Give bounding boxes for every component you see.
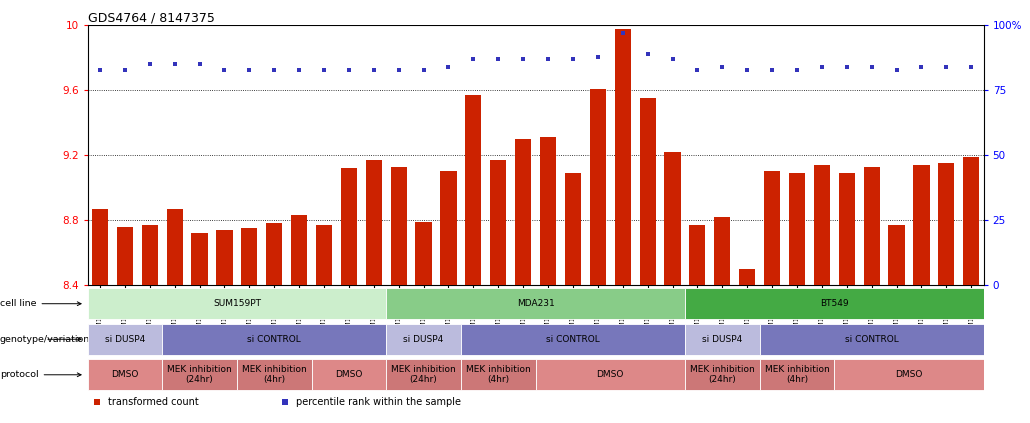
Bar bbox=[515, 139, 531, 285]
Text: genotype/variation: genotype/variation bbox=[0, 335, 91, 344]
Bar bbox=[640, 99, 656, 285]
Bar bbox=[466, 95, 481, 285]
Text: si DUSP4: si DUSP4 bbox=[404, 335, 444, 344]
Bar bbox=[590, 89, 606, 285]
Bar bbox=[291, 215, 307, 285]
Bar bbox=[142, 225, 158, 285]
Text: si DUSP4: si DUSP4 bbox=[105, 335, 145, 344]
Bar bbox=[311, 359, 386, 390]
Bar bbox=[834, 359, 984, 390]
Bar bbox=[192, 233, 208, 285]
Bar bbox=[167, 209, 182, 285]
Bar bbox=[789, 173, 805, 285]
Bar bbox=[863, 167, 880, 285]
Text: si DUSP4: si DUSP4 bbox=[702, 335, 743, 344]
Bar bbox=[540, 137, 556, 285]
Bar bbox=[685, 359, 759, 390]
Bar bbox=[685, 324, 759, 355]
Text: DMSO: DMSO bbox=[895, 370, 923, 379]
Bar bbox=[963, 157, 980, 285]
Text: MEK inhibition
(4hr): MEK inhibition (4hr) bbox=[242, 365, 307, 384]
Bar bbox=[88, 359, 163, 390]
Bar bbox=[714, 217, 730, 285]
Text: MEK inhibition
(24hr): MEK inhibition (24hr) bbox=[690, 365, 755, 384]
Bar bbox=[386, 288, 685, 319]
Bar bbox=[415, 222, 432, 285]
Bar bbox=[490, 160, 507, 285]
Text: BT549: BT549 bbox=[820, 299, 849, 308]
Bar bbox=[237, 359, 311, 390]
Bar bbox=[92, 209, 108, 285]
Bar bbox=[564, 173, 581, 285]
Bar bbox=[689, 225, 706, 285]
Bar bbox=[241, 228, 258, 285]
Bar bbox=[685, 288, 984, 319]
Text: MEK inhibition
(4hr): MEK inhibition (4hr) bbox=[466, 365, 530, 384]
Text: percentile rank within the sample: percentile rank within the sample bbox=[297, 397, 461, 407]
Text: GDS4764 / 8147375: GDS4764 / 8147375 bbox=[88, 11, 214, 24]
Text: si CONTROL: si CONTROL bbox=[247, 335, 301, 344]
Bar bbox=[814, 165, 830, 285]
Text: MEK inhibition
(4hr): MEK inhibition (4hr) bbox=[764, 365, 829, 384]
Bar bbox=[615, 29, 630, 285]
Bar bbox=[914, 165, 929, 285]
Bar bbox=[341, 168, 357, 285]
Text: DMSO: DMSO bbox=[596, 370, 624, 379]
Bar bbox=[366, 160, 382, 285]
Bar bbox=[889, 225, 904, 285]
Bar bbox=[88, 288, 386, 319]
Bar bbox=[460, 359, 536, 390]
Text: SUM159PT: SUM159PT bbox=[213, 299, 261, 308]
Bar bbox=[536, 359, 685, 390]
Bar bbox=[116, 227, 133, 285]
Text: transformed count: transformed count bbox=[108, 397, 199, 407]
Bar bbox=[163, 359, 237, 390]
Text: si CONTROL: si CONTROL bbox=[845, 335, 898, 344]
Text: cell line: cell line bbox=[0, 299, 81, 308]
Bar bbox=[216, 230, 233, 285]
Text: MEK inhibition
(24hr): MEK inhibition (24hr) bbox=[391, 365, 456, 384]
Text: protocol: protocol bbox=[0, 370, 81, 379]
Bar bbox=[386, 324, 460, 355]
Bar bbox=[441, 171, 456, 285]
Text: si CONTROL: si CONTROL bbox=[546, 335, 599, 344]
Bar bbox=[764, 171, 780, 285]
Bar bbox=[316, 225, 332, 285]
Bar bbox=[88, 324, 163, 355]
Text: MDA231: MDA231 bbox=[517, 299, 554, 308]
Bar bbox=[460, 324, 685, 355]
Bar bbox=[386, 359, 460, 390]
Bar bbox=[838, 173, 855, 285]
Bar bbox=[163, 324, 386, 355]
Bar bbox=[759, 324, 984, 355]
Bar bbox=[759, 359, 834, 390]
Bar bbox=[938, 163, 955, 285]
Bar bbox=[390, 167, 407, 285]
Text: DMSO: DMSO bbox=[335, 370, 363, 379]
Bar bbox=[266, 223, 282, 285]
Bar bbox=[664, 152, 681, 285]
Bar bbox=[740, 269, 755, 285]
Text: DMSO: DMSO bbox=[111, 370, 139, 379]
Text: MEK inhibition
(24hr): MEK inhibition (24hr) bbox=[167, 365, 232, 384]
